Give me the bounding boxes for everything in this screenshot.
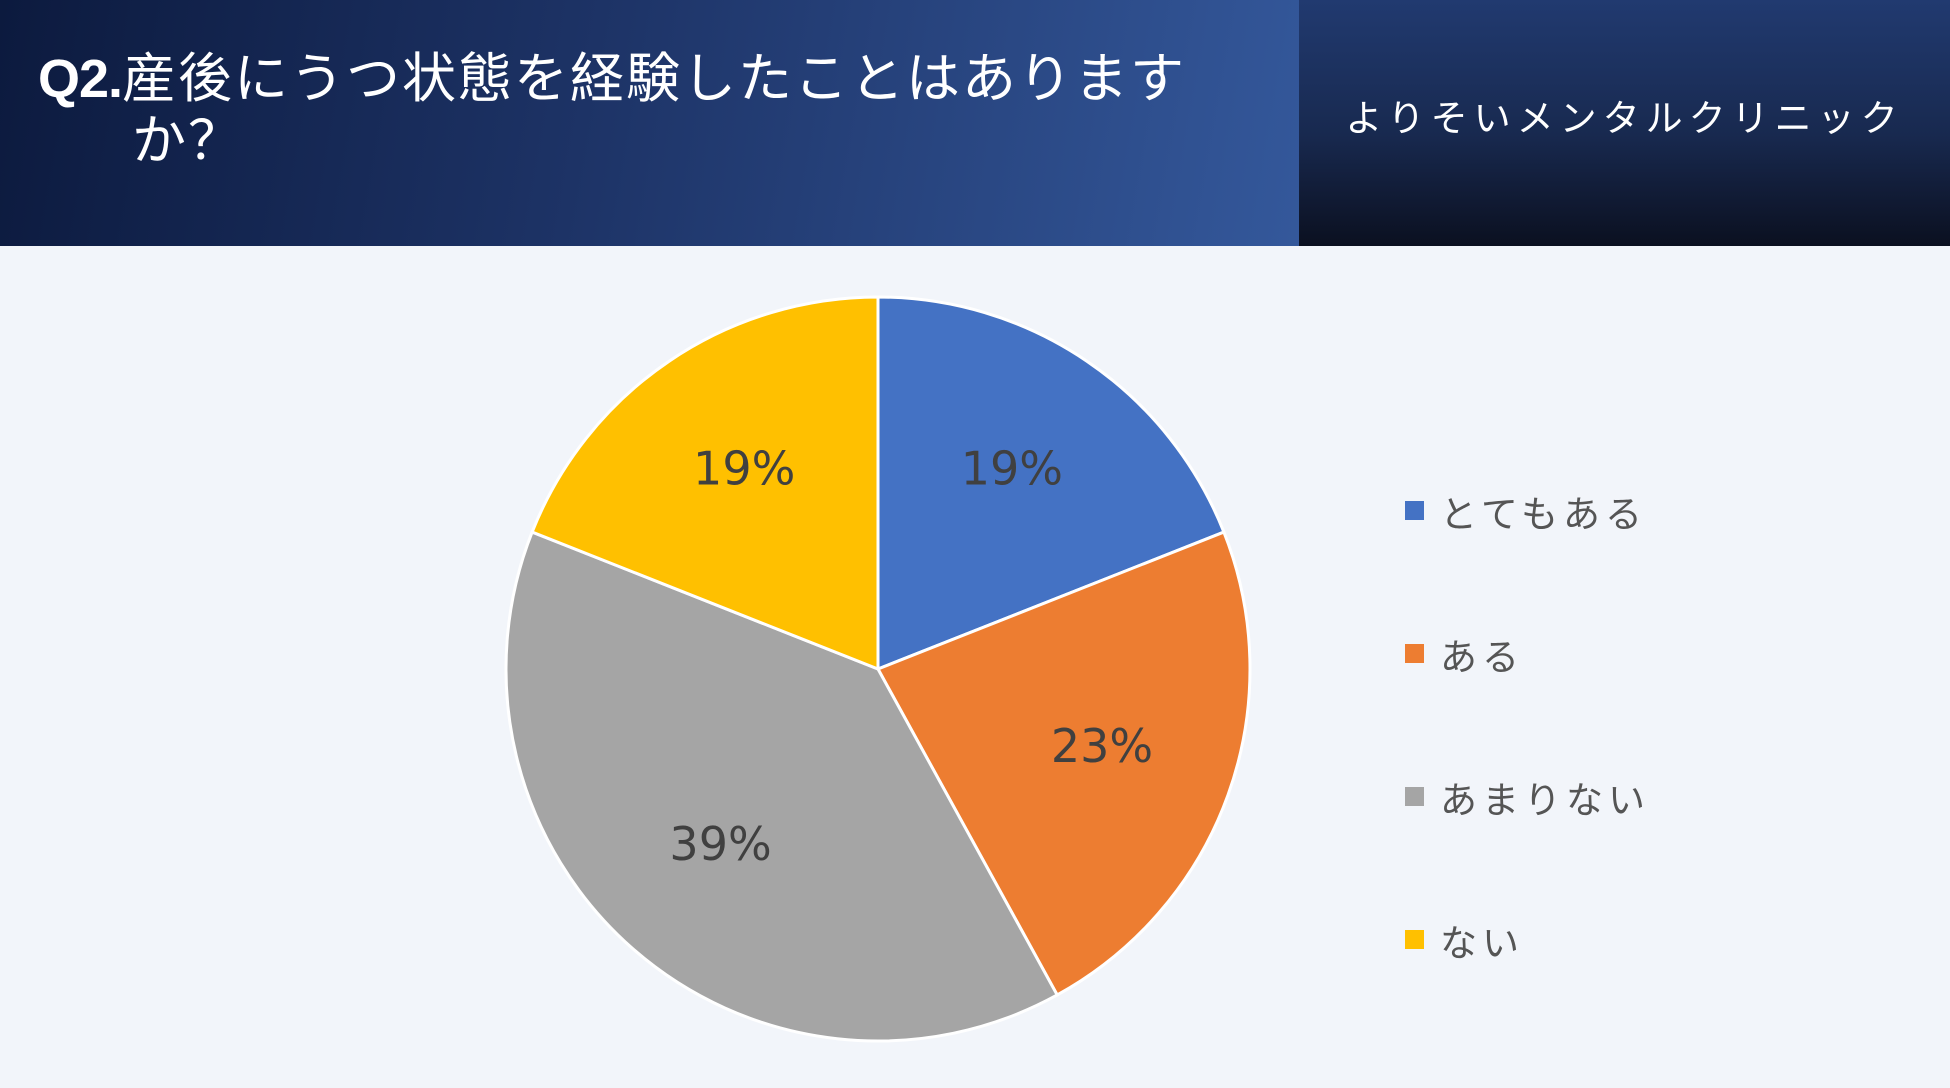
pie-chart: 19% 23% 39% 19% <box>504 295 1252 1043</box>
chart-area: 19% 23% 39% 19% とてもあるあるあまりないない <box>0 246 1950 1088</box>
data-label-4: 19% <box>693 442 795 496</box>
question-text-line1: 産後にうつ状態を経験したことはあります <box>122 47 1187 110</box>
legend-item-1: とてもある <box>1405 439 1650 582</box>
legend-label: ある <box>1440 635 1524 679</box>
data-label-1: 19% <box>961 442 1063 496</box>
question-number: Q2. <box>38 49 123 109</box>
legend-label: あまりない <box>1440 778 1650 822</box>
clinic-panel: よりそいメンタルクリニック <box>1299 0 1950 246</box>
pie-slice-4 <box>530 295 880 672</box>
data-label-2: 23% <box>1051 719 1153 773</box>
legend-item-4: ない <box>1405 868 1650 1011</box>
legend-label: とてもある <box>1440 492 1648 536</box>
chart-legend: とてもあるあるあまりないない <box>1405 439 1650 1011</box>
legend-swatch <box>1405 501 1424 520</box>
data-label-3: 39% <box>669 817 771 871</box>
legend-item-2: ある <box>1405 582 1650 725</box>
question-title: Q2.産後にうつ状態を経験したことはあります か？ <box>38 48 1278 172</box>
legend-swatch <box>1405 787 1424 806</box>
question-panel: Q2.産後にうつ状態を経験したことはあります か？ <box>0 0 1299 246</box>
legend-item-3: あまりない <box>1405 725 1650 868</box>
question-text-line2: か？ <box>132 109 244 172</box>
legend-label: ない <box>1440 921 1524 965</box>
pie-slice-2 <box>875 530 1252 998</box>
clinic-name: よりそいメンタルクリニック <box>1345 97 1904 140</box>
pie-slice-1 <box>876 295 1226 672</box>
legend-swatch <box>1405 644 1424 663</box>
legend-swatch <box>1405 930 1424 949</box>
header-banner: Q2.産後にうつ状態を経験したことはあります か？ よりそいメンタルクリニック <box>0 0 1950 246</box>
pie-slice-3 <box>504 530 1060 1043</box>
